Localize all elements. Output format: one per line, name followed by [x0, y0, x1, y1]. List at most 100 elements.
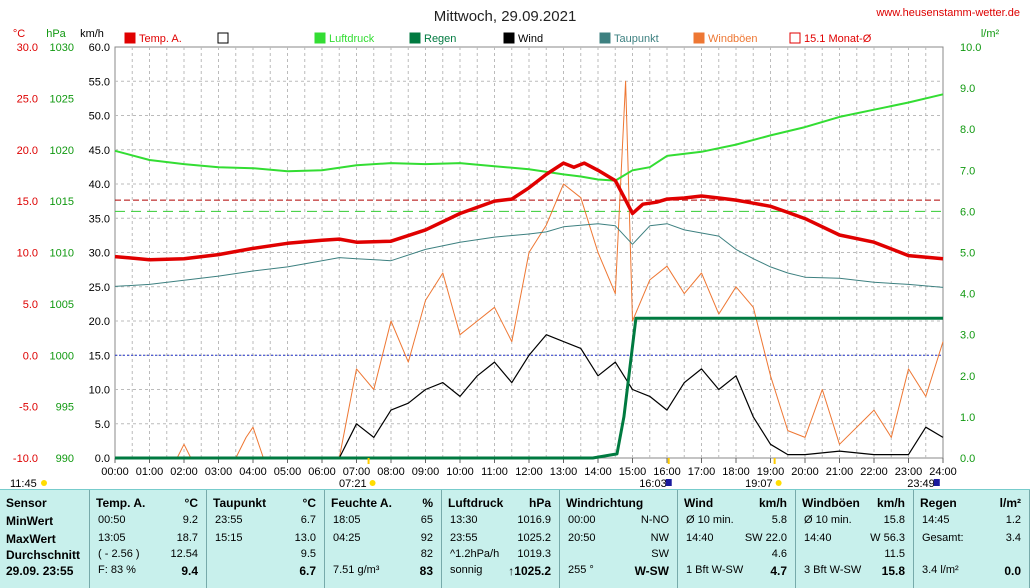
stats-row-labels: Sensor MinWert MaxWert Durchschnitt 29.09. 2… — [0, 490, 90, 588]
stats-cell-note: 20:50 — [568, 532, 596, 544]
row-label: MaxWert — [6, 532, 56, 546]
temp-axis-label: °C — [13, 28, 25, 40]
rain-tick-label: 8.0 — [960, 124, 975, 136]
x-tick-label: 18:00 — [722, 466, 750, 478]
legend-swatch — [503, 32, 515, 44]
stats-cell-value: 4.7 — [770, 564, 787, 578]
stats-cell-note: sonnig — [450, 564, 483, 576]
sun-icon — [41, 480, 47, 486]
legend-label: Wind — [518, 33, 543, 45]
stats-cell-value: 3.4 — [1005, 532, 1021, 544]
sun-icon — [369, 480, 376, 486]
stats-cell-note: 13:30 — [450, 514, 478, 526]
stats-cell-value: 5.8 — [771, 514, 787, 526]
wind-tick-label: 30.0 — [89, 248, 110, 260]
x-tick-label: 03:00 — [205, 466, 233, 478]
stats-cell-value: ↑1025.2 — [508, 564, 551, 578]
x-tick-label: 10:00 — [446, 466, 474, 478]
x-tick-label: 17:00 — [688, 466, 716, 478]
axes: 30.0 25.0 20.0 15.0 10.0 5.0 0.0 -5.0 -10.0 1030 1… — [13, 28, 1000, 478]
stats-column: Windrichtung 00:00 N-NO 20:50 NW SW 255 ° W-SW — [560, 490, 678, 588]
stats-cell-note: 7.51 g/m³ — [333, 564, 380, 576]
x-tick-label: 14:00 — [584, 466, 612, 478]
stats-column-title: Feuchte A. — [331, 496, 392, 510]
x-tick-label: 22:00 — [860, 466, 888, 478]
flag-icon — [665, 479, 672, 486]
row-label: Sensor — [6, 496, 47, 510]
pressure-tick-label: 1005 — [50, 299, 74, 311]
x-tick-label: 00:00 — [101, 466, 129, 478]
wind-tick-label: 0.0 — [95, 453, 110, 465]
x-tick-label: 09:00 — [412, 466, 440, 478]
stats-cell-note: ^1.2hPa/h — [450, 548, 500, 560]
rain-tick-label: 1.0 — [960, 412, 975, 424]
wind-axis-label: km/h — [80, 28, 104, 40]
pressure-tick-label: 1020 — [50, 145, 74, 157]
stats-cell-value: 12.54 — [170, 548, 198, 560]
stats-cell-note: 04:25 — [333, 532, 361, 544]
stats-cell-value: W-SW — [634, 564, 669, 578]
stats-cell-note: 23:55 — [450, 532, 478, 544]
legend-label: 15.1 Monat-Ø — [804, 33, 872, 45]
stats-cell-value: SW — [651, 548, 669, 560]
legend-label: Windböen — [708, 33, 758, 45]
pressure-tick-label: 995 — [56, 402, 74, 414]
stats-column: Feuchte A.% 18:05 65 04:25 92 82 7.51 g/m³ 83 — [325, 490, 442, 588]
stats-column-title: Taupunkt — [213, 496, 267, 510]
stats-column-title: Wind — [684, 496, 714, 510]
stats-cell-note: 14:40 — [804, 532, 832, 544]
rain-tick-label: 2.0 — [960, 371, 975, 383]
stats-cell-note: 18:05 — [333, 514, 361, 526]
x-tick-label: 01:00 — [136, 466, 164, 478]
temp-tick-label: -10.0 — [13, 453, 38, 465]
stats-cell-note: ( - 2.56 ) — [98, 548, 140, 560]
stats-cell-value: 82 — [420, 548, 433, 560]
stats-column-title: Luftdruck — [448, 496, 504, 510]
series-line-wind — [115, 334, 944, 459]
stats-cell-value: 1016.9 — [517, 514, 551, 526]
stats-cell-note: 255 ° — [568, 564, 594, 576]
series-line-regen — [115, 316, 943, 460]
stats-cell-note: 00:00 — [568, 514, 596, 526]
legend-swatch — [314, 32, 326, 44]
series-line-luftdruck — [114, 93, 944, 182]
stats-cell-note: 1 Bft W-SW — [686, 564, 744, 576]
weather-chart: Mittwoch, 29.09.2021 www.heusenstamm-wet… — [10, 7, 1020, 489]
x-tick-label: 12:00 — [515, 466, 543, 478]
stats-cell-value: 65 — [420, 514, 433, 526]
wind-tick-label: 60.0 — [89, 42, 110, 54]
wind-tick-label: 50.0 — [89, 111, 110, 123]
temp-tick-label: -5.0 — [19, 402, 38, 414]
stats-cell-note: 3.4 l/m² — [922, 564, 959, 576]
stats-cell-value: 6.7 — [299, 564, 316, 578]
stats-cell-value: 83 — [419, 564, 433, 578]
temp-tick-label: 20.0 — [17, 145, 38, 157]
stats-panel: Sensor MinWert MaxWert Durchschnitt 29.09. 2… — [0, 489, 1030, 588]
series-line-temp-a- — [114, 161, 944, 262]
pressure-tick-label: 1025 — [50, 93, 74, 105]
wind-tick-label: 5.0 — [95, 419, 110, 431]
legend-swatch — [124, 32, 136, 44]
stats-cell-note: 00:50 — [98, 514, 126, 526]
rain-tick-label: 3.0 — [960, 330, 975, 342]
x-tick-label: 15:00 — [619, 466, 647, 478]
temp-tick-label: 30.0 — [17, 42, 38, 54]
stats-column-unit: km/h — [758, 496, 787, 510]
stats-column: Temp. A. °C 00:50 9.2 13:05 18.7 ( - 2.56 ) 12.… — [90, 490, 207, 588]
rain-tick-label: 6.0 — [960, 206, 975, 218]
stats-cell-note: 14:40 — [686, 532, 714, 544]
pressure-tick-label: 1000 — [50, 350, 74, 362]
stats-cell-note: 15:15 — [215, 532, 243, 544]
plot-area — [114, 80, 944, 460]
pressure-axis-label: hPa — [46, 28, 66, 40]
stats-cell-value: 9.4 — [181, 564, 198, 578]
x-tick-label: 08:00 — [377, 466, 405, 478]
stats-cell-value: 13.0 — [294, 532, 316, 544]
wind-tick-label: 40.0 — [89, 179, 110, 191]
stats-column-unit: km/h — [876, 496, 905, 510]
website-label[interactable]: www.heusenstamm-wetter.de — [875, 7, 1020, 19]
stats-cell-value: W 56.3 — [870, 532, 905, 544]
wind-tick-label: 45.0 — [89, 145, 110, 157]
rain-tick-label: 0.0 — [960, 453, 975, 465]
stats-cell-note: Ø 10 min. — [686, 514, 734, 526]
